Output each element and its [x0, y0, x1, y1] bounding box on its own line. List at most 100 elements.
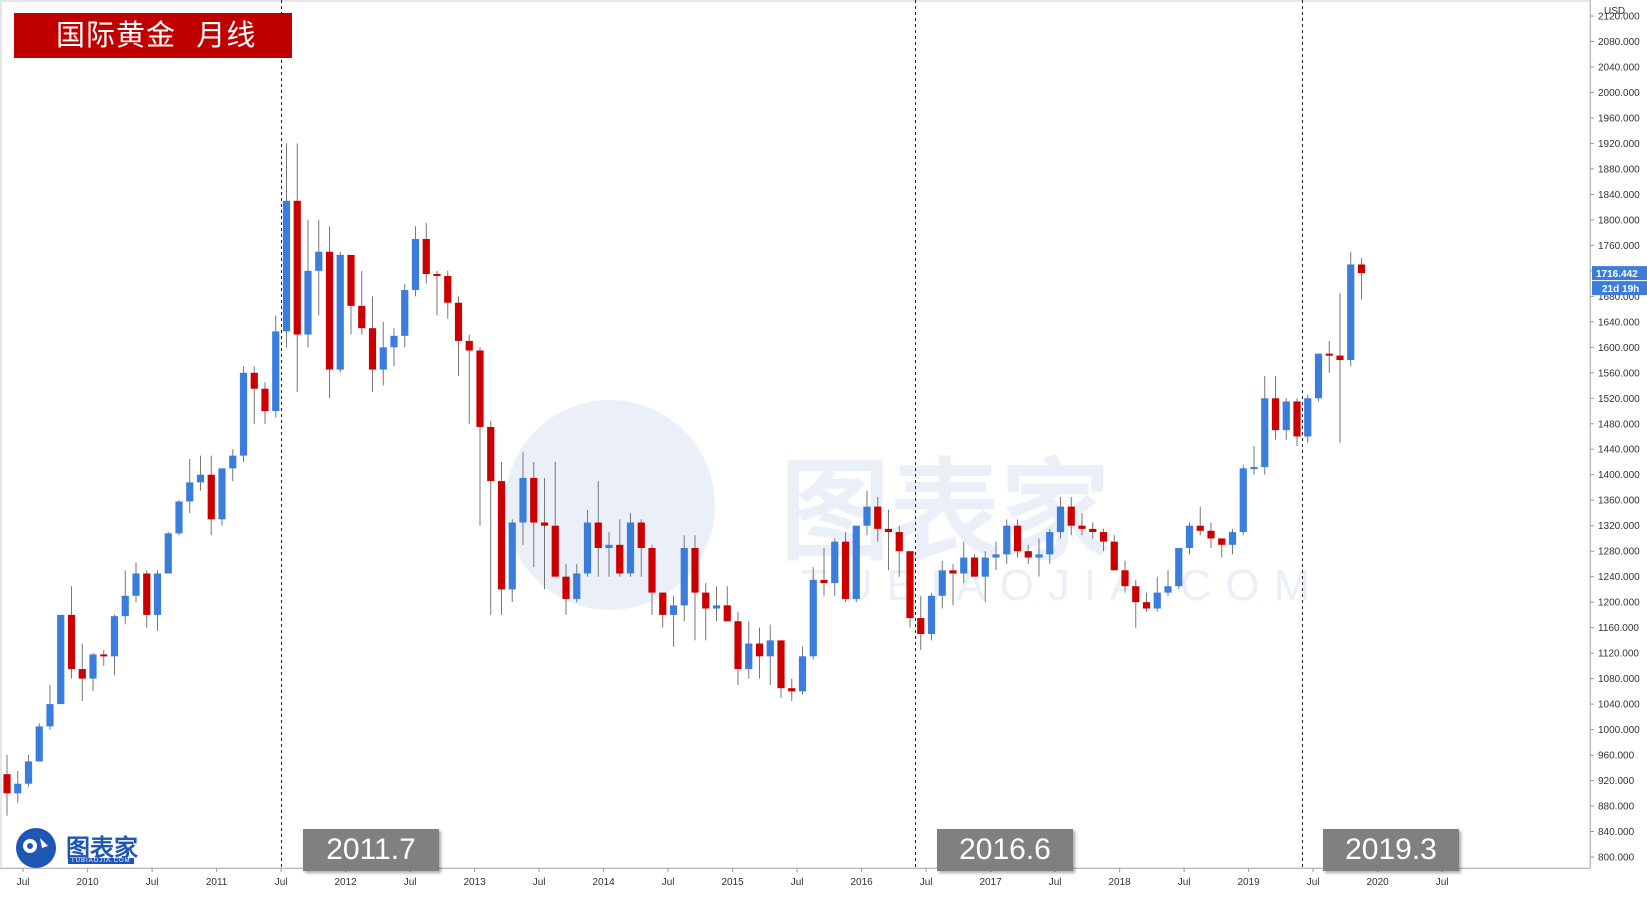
candle-67	[723, 586, 731, 622]
candle-body	[78, 669, 86, 679]
candle-body	[1325, 353, 1333, 356]
candle-38	[411, 226, 420, 297]
candle-92	[992, 541, 1000, 571]
candle-6	[67, 586, 76, 679]
candle-body	[669, 605, 678, 615]
candle-body	[508, 522, 516, 590]
candle-4	[46, 684, 54, 730]
y-tick-label: 1000.000	[1598, 725, 1640, 736]
currency-label: USD	[1604, 6, 1625, 17]
candle-57	[616, 519, 624, 577]
candle-body	[1304, 398, 1312, 437]
candle-body	[895, 532, 903, 552]
candle-body	[57, 614, 65, 705]
candle-59	[637, 519, 645, 577]
last-price-label: 1716.442	[1596, 269, 1638, 280]
candle-58	[626, 512, 635, 577]
watermark-site: TUBIAOJIA.COM	[800, 561, 1324, 610]
candle-91	[981, 551, 989, 603]
candle-body	[325, 251, 334, 370]
candle-89	[960, 541, 968, 584]
countdown-label: 21d 19h	[1602, 284, 1639, 295]
candle-119	[1282, 398, 1290, 440]
candle-body	[917, 618, 925, 635]
x-tick-label: Jul	[1049, 877, 1062, 888]
candle-42	[454, 296, 463, 376]
candle-115	[1239, 465, 1247, 536]
y-tick-label: 1880.000	[1598, 164, 1640, 175]
candle-body	[1207, 530, 1215, 539]
candle-124	[1336, 293, 1344, 443]
candle-108	[1164, 570, 1172, 596]
candle-body	[1218, 538, 1226, 545]
candle-84	[906, 551, 914, 628]
y-tick-label: 1960.000	[1598, 113, 1640, 124]
candle-body	[272, 331, 280, 412]
candle-body	[433, 274, 441, 277]
candle-14	[153, 570, 162, 631]
candle-body	[497, 481, 506, 590]
candle-body	[551, 525, 559, 577]
candle-98	[1056, 497, 1065, 539]
last-price-tag	[1592, 266, 1647, 281]
candle-body	[1282, 401, 1290, 431]
candle-94	[1013, 519, 1022, 558]
x-tick-label: Jul	[920, 877, 933, 888]
candle-body	[723, 605, 731, 622]
candle-body	[960, 557, 968, 574]
candle-body	[315, 251, 323, 271]
x-tick-label: Jul	[17, 877, 30, 888]
candle-12	[132, 562, 140, 603]
candle-83	[895, 525, 903, 577]
candle-106	[1142, 592, 1151, 612]
candle-body	[1261, 398, 1269, 468]
candle-body	[1067, 506, 1075, 526]
x-tick-label: 2016	[851, 877, 874, 888]
candle-66	[712, 586, 721, 622]
candle-100	[1078, 512, 1086, 536]
candle-body	[712, 605, 721, 609]
candle-body	[100, 654, 108, 657]
candle-51	[551, 461, 559, 577]
candle-body	[562, 576, 570, 599]
x-tick-label: 2018	[1109, 877, 1132, 888]
candle-body	[1314, 353, 1323, 399]
candle-39	[422, 223, 430, 284]
candle-114	[1228, 528, 1237, 555]
plot-frame	[0, 0, 1591, 869]
candle-85	[917, 595, 925, 650]
candle-68	[734, 611, 742, 685]
candle-40	[433, 270, 441, 316]
candle-body	[35, 726, 43, 762]
candle-111	[1196, 506, 1204, 536]
candle-body	[132, 573, 140, 596]
brand-logo-name: 图表家	[66, 834, 138, 862]
x-tick-label: 2019	[1238, 877, 1261, 888]
candle-body	[927, 595, 936, 635]
candle-body	[261, 388, 269, 412]
x-tick-label: Jul	[404, 877, 417, 888]
candle-23	[250, 366, 258, 424]
candle-55	[594, 481, 602, 577]
candle-97	[1046, 528, 1054, 564]
candle-69	[745, 621, 753, 679]
candle-28	[304, 219, 312, 348]
candle-112	[1207, 522, 1215, 548]
candle-body	[680, 547, 688, 606]
y-tick-label: 1640.000	[1598, 317, 1640, 328]
candle-body	[476, 350, 484, 427]
candle-47	[508, 519, 516, 603]
candle-50	[540, 477, 549, 590]
candle-body	[67, 614, 76, 670]
candle-3	[35, 723, 43, 762]
candle-body	[831, 541, 839, 584]
candle-body	[626, 522, 635, 574]
candle-90	[970, 554, 979, 577]
y-tick-label: 960.000	[1598, 751, 1635, 762]
candle-body	[3, 774, 11, 794]
period-label-2019: 2019.3	[1323, 829, 1459, 871]
candle-35	[379, 321, 387, 386]
candle-body	[841, 541, 850, 599]
candle-body	[540, 522, 549, 526]
candle-body	[648, 547, 656, 593]
